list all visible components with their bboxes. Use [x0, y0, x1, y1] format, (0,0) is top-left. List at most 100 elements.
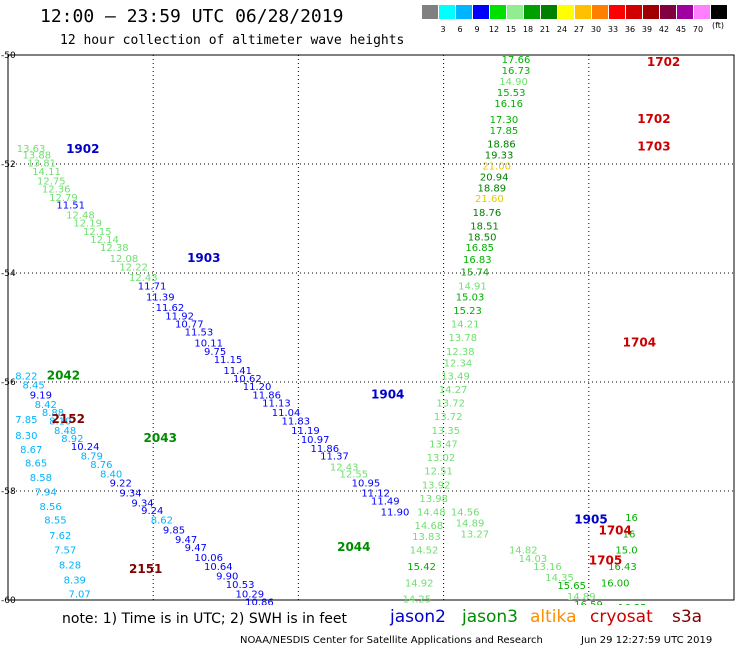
- wave-height-value: 14.52: [410, 546, 439, 557]
- wave-height-value: 14.03: [519, 554, 548, 565]
- wave-height-value: 10.62: [233, 374, 262, 385]
- wave-height-value: 14.21: [451, 320, 480, 331]
- wave-height-value: 12.43: [129, 273, 158, 284]
- wave-height-value: 10.11: [194, 339, 223, 350]
- wave-height-value: 15.53: [497, 88, 526, 99]
- wave-height-value: 11.41: [223, 366, 252, 377]
- y-tick-label: -52: [1, 160, 16, 170]
- wave-height-value: 17.85: [490, 126, 519, 137]
- wave-height-value: 18.86: [487, 140, 516, 151]
- wave-height-value: 11.92: [165, 311, 194, 322]
- legend-label: 33: [607, 25, 619, 34]
- wave-height-value: 12.14: [90, 235, 119, 246]
- legend-swatch: [592, 5, 608, 19]
- wave-height-value: 11.19: [291, 426, 320, 437]
- wave-height-value: 16.59: [574, 600, 603, 605]
- wave-height-value: 9.34: [131, 498, 153, 509]
- wave-height-value: 14.56: [451, 508, 480, 519]
- wave-height-value: 12.22: [119, 262, 148, 273]
- wave-height-value: 12.55: [340, 469, 369, 480]
- legend-swatch: [660, 5, 676, 19]
- y-tick-label: -60: [1, 596, 16, 605]
- wave-height-value: 17.30: [490, 115, 519, 126]
- wave-height-value: 12.43: [330, 462, 359, 473]
- pass-label: 2042: [47, 368, 80, 382]
- legend-swatch: [507, 5, 523, 19]
- legend-swatch: [711, 5, 727, 19]
- legend-label: 36: [624, 25, 636, 34]
- wave-height-value: 7.85: [15, 415, 37, 426]
- legend-swatch: [694, 5, 710, 19]
- wave-height-value: 16.73: [502, 66, 531, 77]
- wave-height-value: 15.0: [615, 546, 637, 557]
- wave-height-value: 13.78: [448, 333, 477, 344]
- pass-label: 1902: [66, 142, 99, 156]
- wave-height-value: 13.72: [434, 412, 463, 423]
- wave-height-value: 15.65: [557, 581, 586, 592]
- wave-height-value: 11.39: [146, 292, 175, 303]
- wave-height-value: 15.74: [461, 268, 490, 279]
- wave-height-value: 16.83: [463, 255, 492, 266]
- legend-label: 12: [488, 25, 500, 34]
- wave-height-value: 13.49: [441, 371, 470, 382]
- wave-height-value: 16.16: [494, 99, 523, 110]
- wave-height-value: 10.95: [352, 479, 381, 490]
- wave-height-value: 8.88: [42, 408, 64, 419]
- wave-height-value: 18.89: [477, 183, 506, 194]
- legend-label: 9: [474, 25, 480, 34]
- wave-height-value: 16.00: [601, 578, 630, 589]
- wave-height-value: 9.24: [141, 506, 163, 517]
- wave-height-value: 14.11: [32, 167, 61, 178]
- pass-label: 1702: [647, 55, 680, 69]
- wave-height-value: 11.12: [361, 488, 390, 499]
- wave-height-value: 8.55: [44, 516, 66, 527]
- wave-height-value: 14.68: [415, 521, 444, 532]
- wave-height-value: 10.53: [226, 580, 255, 591]
- wave-height-value: 13.83: [412, 532, 441, 543]
- legend-swatch: [626, 5, 642, 19]
- wave-height-value: 10.29: [235, 589, 264, 600]
- wave-height-value: 11.86: [252, 390, 281, 401]
- pass-label: 2151: [129, 562, 162, 576]
- wave-height-value: 13.47: [429, 439, 458, 450]
- legend-label: 39: [641, 25, 653, 34]
- legend-label: 6: [457, 25, 463, 34]
- wave-height-value: 14.92: [405, 578, 434, 589]
- wave-height-value: 12.15: [83, 227, 112, 238]
- wave-height-value: 15.42: [407, 562, 436, 573]
- wave-height-value: 10.97: [301, 435, 330, 446]
- wave-height-value: 8.42: [35, 400, 57, 411]
- wave-height-value: 21.60: [475, 194, 504, 205]
- legend-label: 18: [522, 25, 534, 34]
- wave-height-value: 10.77: [175, 320, 204, 331]
- legend-label: 15: [505, 25, 517, 34]
- wave-height-value: 18.76: [473, 208, 502, 219]
- legend-label: 21: [539, 25, 551, 34]
- legend-swatch: [473, 5, 489, 19]
- wave-height-value: 15.03: [456, 292, 485, 303]
- pass-label: 1903: [187, 251, 220, 265]
- wave-height-value: 13.35: [432, 426, 461, 437]
- wave-height-value: 11.20: [243, 382, 272, 393]
- wave-height-value: 21.00: [482, 161, 511, 172]
- wave-height-value: 11.13: [262, 399, 291, 410]
- wave-height-value: 8.28: [59, 560, 81, 571]
- wave-height-value: 8.76: [90, 460, 112, 471]
- wave-height-value: 12.38: [446, 347, 475, 358]
- wave-height-value: 9.47: [185, 543, 207, 554]
- wave-height-value: 8.58: [30, 473, 52, 484]
- wave-height-value: 14.48: [417, 508, 446, 519]
- wave-height-value: 8.67: [20, 445, 42, 456]
- wave-height-value: 14.82: [509, 546, 538, 557]
- wave-height-value: 13.81: [27, 159, 56, 170]
- wave-height-value: 20.94: [480, 172, 509, 183]
- legend-swatch: [422, 5, 438, 19]
- wave-height-value: 9.85: [163, 526, 185, 537]
- wave-height-value: 10.06: [194, 553, 223, 564]
- wave-height-value: 7.07: [69, 589, 91, 600]
- wave-height-value: 16: [625, 513, 638, 524]
- pass-label: 1702: [637, 112, 670, 126]
- wave-height-value: 14.90: [499, 77, 528, 88]
- legend-unit: (ft): [712, 21, 725, 30]
- legend-swatch: [609, 5, 625, 19]
